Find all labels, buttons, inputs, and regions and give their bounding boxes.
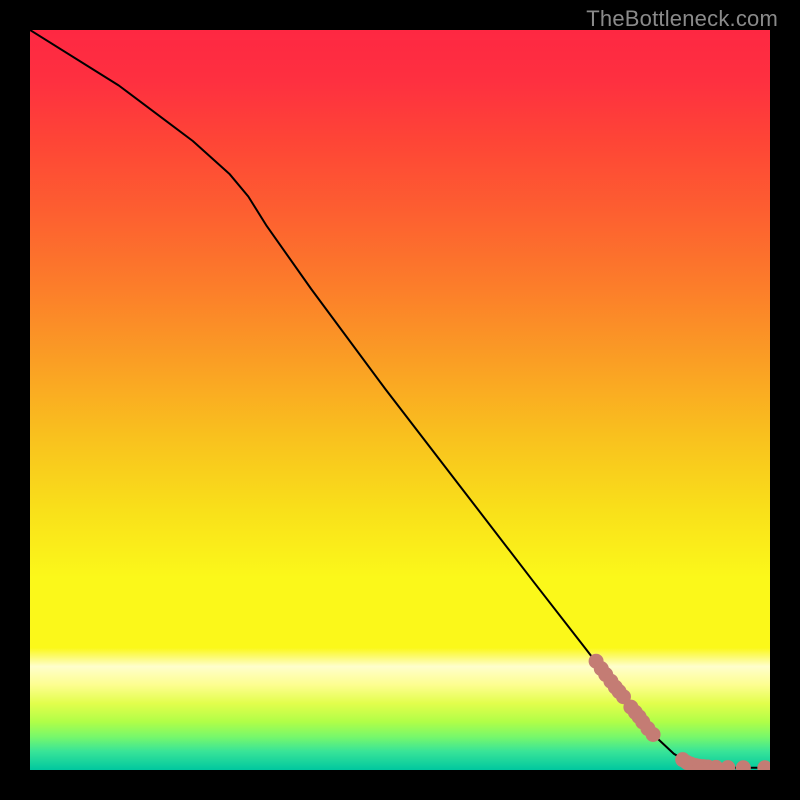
- data-marker: [736, 761, 750, 770]
- plot-svg: [30, 30, 770, 770]
- gradient-background: [30, 30, 770, 770]
- watermark-text: TheBottleneck.com: [586, 6, 778, 32]
- data-marker: [646, 727, 660, 741]
- plot-area: [30, 30, 770, 770]
- chart-root: TheBottleneck.com: [0, 0, 800, 800]
- data-marker: [721, 761, 735, 770]
